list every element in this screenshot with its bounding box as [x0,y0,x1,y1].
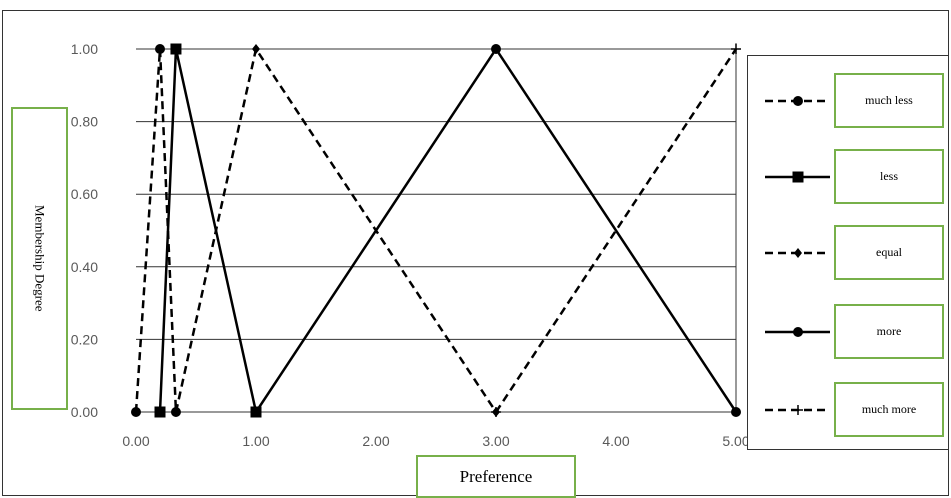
legend-label-2: equal [834,225,944,280]
y-axis-label: Membership Degree [32,205,48,312]
series-1-point-1 [170,43,182,55]
legend-label-0: much less [834,73,944,128]
series-4-point-1 [731,44,741,54]
legend-swatch-marker-2 [794,248,802,258]
x-tick-label: 4.00 [602,433,629,449]
legend-label-4: much more [834,382,944,437]
y-axis-label-box: Membership Degree [11,107,68,410]
series-line-0 [134,48,178,413]
series-4-point-0 [491,407,501,417]
legend-label-3: more [834,304,944,359]
legend-swatch-marker-1 [792,171,804,183]
x-axis-label-box: Preference [416,455,576,498]
y-tick-label: 0.20 [71,331,98,347]
series-line-4 [494,48,738,413]
x-tick-label: 5.00 [722,433,749,449]
series-3-point-0 [251,407,261,417]
series-line-2 [174,45,498,413]
y-tick-label: 1.00 [71,41,98,57]
x-tick-label: 1.00 [242,433,269,449]
legend: much less less equal more much more [747,55,949,450]
series-1-point-0 [154,406,166,418]
series-2-point-0 [171,407,180,417]
legend-swatch-marker-3 [793,327,803,337]
series-3-point-2 [731,407,741,417]
y-tick-label: 0.80 [71,114,98,130]
series-0-point-0 [131,407,141,417]
legend-label-1: less [834,149,944,204]
series-2-point-1 [252,44,260,54]
x-tick-label: 2.00 [362,433,389,449]
series-line-1 [158,48,258,413]
series-3-point-1 [491,44,501,54]
series-line-3 [254,46,738,413]
legend-swatches [765,96,830,415]
y-tick-label: 0.00 [71,404,98,420]
x-tick-label: 3.00 [482,433,509,449]
legend-swatch-marker-0 [793,96,803,106]
y-tick-label: 0.40 [71,259,98,275]
series-0-point-1 [155,44,165,54]
legend-swatch-marker-4 [793,405,803,415]
x-axis-label: Preference [459,466,533,486]
y-tick-label: 0.60 [71,186,98,202]
x-tick-label: 0.00 [122,433,149,449]
